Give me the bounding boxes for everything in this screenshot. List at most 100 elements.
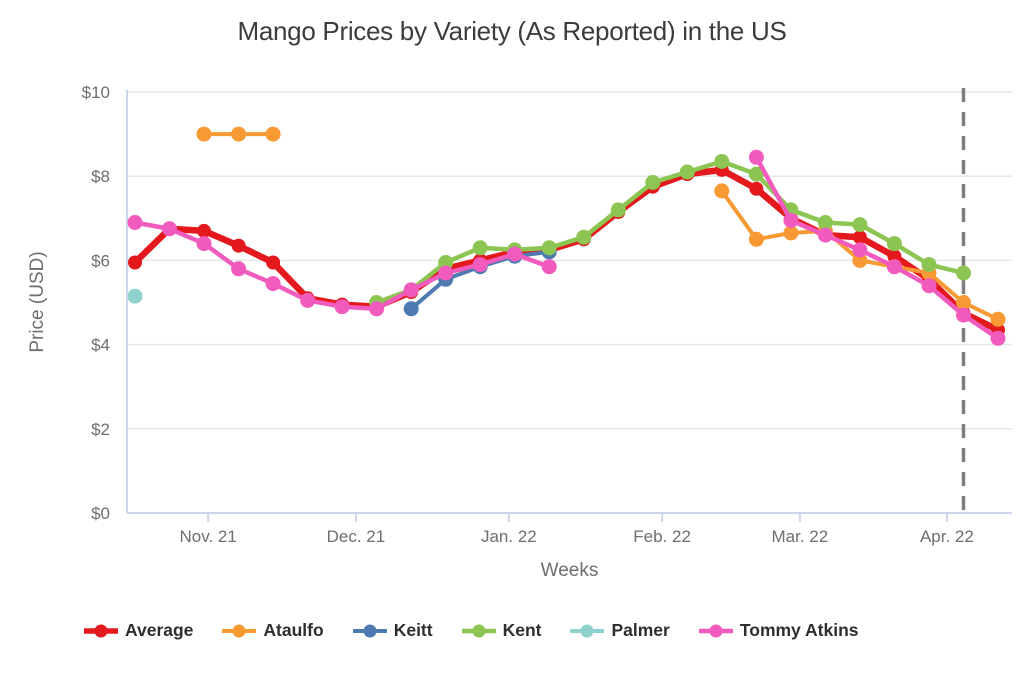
legend-label: Keitt: [393, 620, 433, 640]
legend-marker-dot: [472, 624, 486, 637]
data-point-tommy-atkins[interactable]: [921, 278, 937, 294]
data-point-kent[interactable]: [748, 166, 764, 182]
data-point-kent[interactable]: [679, 164, 695, 180]
data-point-kent[interactable]: [541, 240, 557, 256]
legend-marker-tommy-atkins: [698, 624, 733, 637]
legend-marker-dot: [94, 624, 108, 637]
series-ataulfo[interactable]: [196, 126, 1006, 327]
data-point-kent[interactable]: [645, 175, 661, 190]
legend-item-tommy-atkins[interactable]: Tommy Atkins: [698, 620, 859, 641]
plot-area: $0 $2 $4 $6 $8 $10 Nov. 21 Dec. 21 Jan. 22 Feb. 2…: [82, 83, 1012, 546]
x-tick-label: Dec. 21: [327, 527, 386, 546]
series-kent[interactable]: [369, 154, 971, 310]
legend-label: Ataulfo: [263, 620, 324, 640]
data-point-tommy-atkins[interactable]: [334, 299, 350, 315]
data-point-tommy-atkins[interactable]: [231, 261, 247, 277]
data-point-tommy-atkins[interactable]: [990, 330, 1006, 346]
data-point-tommy-atkins[interactable]: [369, 301, 385, 317]
data-point-tommy-atkins[interactable]: [127, 215, 143, 230]
data-point-ataulfo[interactable]: [783, 225, 799, 241]
data-point-average[interactable]: [887, 249, 902, 264]
data-point-kent[interactable]: [438, 255, 454, 270]
data-point-average[interactable]: [231, 238, 246, 253]
data-point-ataulfo[interactable]: [231, 126, 247, 142]
legend-item-kent[interactable]: Kent: [461, 620, 542, 641]
data-point-average[interactable]: [852, 230, 867, 245]
legend-marker-dot: [232, 624, 246, 637]
data-point-ataulfo[interactable]: [956, 295, 971, 310]
y-tick-label: $0: [91, 504, 110, 523]
data-point-tommy-atkins[interactable]: [783, 212, 799, 228]
y-tick-label: $10: [82, 83, 110, 102]
data-point-ataulfo[interactable]: [265, 126, 281, 142]
data-point-tommy-atkins[interactable]: [817, 227, 833, 243]
data-point-tommy-atkins[interactable]: [956, 307, 971, 323]
data-point-kent[interactable]: [886, 236, 902, 252]
legend-marker-kent: [461, 624, 496, 637]
data-point-kent[interactable]: [921, 257, 937, 273]
data-point-keitt[interactable]: [403, 301, 419, 317]
data-point-tommy-atkins[interactable]: [162, 221, 177, 237]
series-average[interactable]: [128, 162, 1005, 337]
data-point-kent[interactable]: [472, 240, 488, 256]
data-point-ataulfo[interactable]: [748, 231, 764, 247]
legend-label: Average: [125, 620, 194, 640]
data-point-kent[interactable]: [576, 229, 592, 245]
x-tick-label: Feb. 22: [633, 527, 691, 546]
data-point-kent[interactable]: [956, 265, 971, 281]
data-point-average[interactable]: [749, 181, 764, 196]
data-point-tommy-atkins[interactable]: [403, 282, 419, 298]
data-point-tommy-atkins[interactable]: [438, 265, 454, 281]
x-tick-label: Jan. 22: [481, 527, 537, 546]
data-point-kent[interactable]: [714, 154, 730, 169]
data-point-tommy-atkins[interactable]: [507, 246, 523, 262]
data-point-ataulfo[interactable]: [714, 183, 730, 199]
data-point-ataulfo[interactable]: [852, 252, 868, 268]
x-axis-title: Weeks: [540, 560, 599, 581]
data-point-tommy-atkins[interactable]: [300, 292, 316, 308]
chart-title: Mango Prices by Variety (As Reported) in…: [237, 16, 787, 46]
legend-item-palmer[interactable]: Palmer: [570, 620, 670, 641]
data-point-ataulfo[interactable]: [990, 311, 1006, 327]
data-point-tommy-atkins[interactable]: [265, 276, 281, 292]
data-point-tommy-atkins[interactable]: [886, 259, 902, 275]
legend-label: Tommy Atkins: [739, 620, 859, 640]
data-point-tommy-atkins[interactable]: [852, 242, 868, 258]
legend-item-average[interactable]: Average: [84, 620, 193, 641]
y-axis-title: Price (USD): [27, 251, 48, 353]
y-tick-label: $6: [91, 251, 110, 270]
data-point-palmer[interactable]: [127, 288, 143, 304]
data-point-average[interactable]: [197, 223, 211, 238]
data-point-tommy-atkins[interactable]: [748, 149, 764, 165]
data-point-tommy-atkins[interactable]: [196, 236, 212, 252]
legend-marker-keitt: [352, 624, 387, 637]
legend-marker-palmer: [570, 624, 605, 637]
series-line-average: [131, 166, 1002, 334]
data-point-kent[interactable]: [610, 202, 626, 218]
legend-label: Kent: [502, 620, 542, 640]
legend-marker-dot: [363, 624, 377, 637]
data-point-kent[interactable]: [852, 217, 868, 233]
x-tick-label: Apr. 22: [920, 527, 974, 546]
data-point-kent[interactable]: [817, 215, 833, 230]
legend-item-keitt[interactable]: Keitt: [352, 620, 433, 641]
data-point-tommy-atkins[interactable]: [472, 257, 488, 273]
x-tick-label: Nov. 21: [180, 527, 237, 546]
legend-marker-dot: [709, 624, 723, 637]
series-tommy-atkins[interactable]: [127, 149, 1006, 346]
data-point-tommy-atkins[interactable]: [541, 259, 557, 275]
legend-marker-dot: [580, 624, 594, 637]
data-point-average[interactable]: [128, 255, 142, 270]
x-tick-label: Mar. 22: [772, 527, 829, 546]
legend-marker-average: [84, 624, 118, 637]
data-point-ataulfo[interactable]: [196, 126, 212, 142]
series-palmer[interactable]: [127, 288, 143, 304]
y-tick-label: $2: [91, 420, 110, 439]
y-tick-label: $4: [91, 336, 110, 355]
y-tick-label: $8: [91, 167, 110, 186]
legend-label: Palmer: [611, 620, 670, 640]
legend-marker-ataulfo: [222, 624, 257, 637]
legend: Average Ataulfo Keitt Kent Palmer Tommy Atkin…: [84, 620, 859, 641]
data-point-average[interactable]: [266, 255, 281, 270]
legend-item-ataulfo[interactable]: Ataulfo: [222, 620, 324, 641]
